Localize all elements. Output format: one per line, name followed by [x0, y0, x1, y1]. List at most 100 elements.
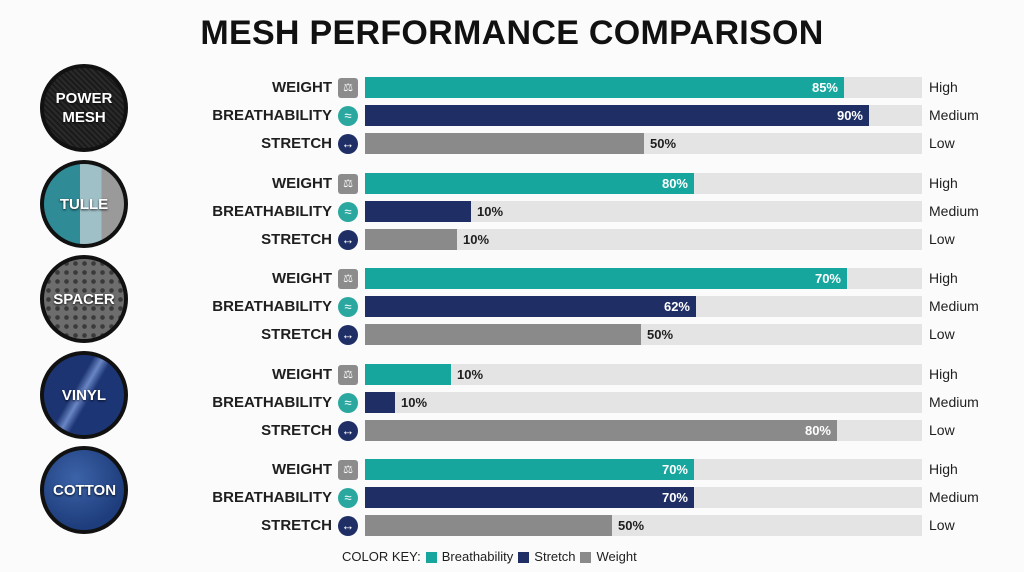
wind-icon: ≈	[338, 201, 358, 222]
wind-icon: ≈	[338, 487, 358, 508]
metric-label: STRETCH	[261, 422, 332, 439]
metric-label: STRETCH	[261, 517, 332, 534]
bar-stretch	[365, 515, 612, 536]
bar-stretch	[365, 324, 641, 345]
metric-label: WEIGHT	[272, 175, 332, 192]
wind-icon: ≈	[338, 296, 358, 317]
bar-breathability	[365, 296, 696, 317]
bar-weight	[365, 173, 694, 194]
level-label: Medium	[929, 298, 979, 314]
legend-swatch-weight	[580, 551, 592, 563]
level-label: Low	[929, 326, 955, 342]
scale-icon: ⚖	[338, 173, 358, 194]
bar-track: 70%	[365, 487, 922, 508]
bar-breathability	[365, 105, 869, 126]
bar-value-label: 10%	[463, 232, 490, 247]
bar-track: 70%	[365, 459, 922, 480]
bar-breathability	[365, 201, 471, 222]
material-name: POWER MESH	[55, 90, 113, 126]
chart-title: MESH PERFORMANCE COMPARISON	[200, 14, 824, 52]
bar-track: 50%	[365, 133, 922, 154]
bar-track: 62%	[365, 296, 922, 317]
metric-label: WEIGHT	[272, 270, 332, 287]
bar-value-label: 70%	[661, 490, 688, 505]
level-label: Medium	[929, 394, 979, 410]
wind-icon: ≈	[338, 392, 358, 413]
scale-icon: ⚖	[338, 459, 358, 480]
bar-value-label: 70%	[814, 271, 841, 286]
bar-track: 80%	[365, 173, 922, 194]
bar-weight	[365, 364, 451, 385]
bar-breathability	[365, 392, 395, 413]
material-swatch-tulle: TULLE	[40, 160, 128, 248]
material-swatch-spacer: SPACER	[40, 255, 128, 343]
bar-track: 70%	[365, 268, 922, 289]
metric-label: BREATHABILITY	[212, 394, 332, 411]
material-name: COTTON	[53, 481, 117, 499]
metric-label: WEIGHT	[272, 366, 332, 383]
level-label: Low	[929, 231, 955, 247]
arrows-horizontal-icon: ↔	[338, 324, 358, 345]
level-label: Medium	[929, 489, 979, 505]
level-label: High	[929, 270, 958, 286]
metric-label: STRETCH	[261, 231, 332, 248]
bar-value-label: 85%	[811, 80, 838, 95]
metric-label: BREATHABILITY	[212, 298, 332, 315]
bar-track: 80%	[365, 420, 922, 441]
level-label: Medium	[929, 203, 979, 219]
legend-swatch-stretch	[518, 551, 530, 563]
material-swatch-power-mesh: POWER MESH	[40, 64, 128, 152]
level-label: High	[929, 79, 958, 95]
arrows-horizontal-icon: ↔	[338, 420, 358, 441]
bar-value-label: 80%	[804, 423, 831, 438]
bar-value-label: 10%	[477, 204, 504, 219]
bar-weight	[365, 268, 847, 289]
arrows-horizontal-icon: ↔	[338, 133, 358, 154]
bar-stretch	[365, 229, 457, 250]
level-label: Low	[929, 517, 955, 533]
bar-value-label: 50%	[618, 518, 645, 533]
bar-value-label: 90%	[836, 108, 863, 123]
legend-label-stretch: Stretch	[534, 549, 576, 564]
material-swatch-cotton: COTTON	[40, 446, 128, 534]
bar-track: 10%	[365, 229, 922, 250]
metric-label: WEIGHT	[272, 461, 332, 478]
arrows-horizontal-icon: ↔	[338, 229, 358, 250]
wind-icon: ≈	[338, 105, 358, 126]
bar-track: 10%	[365, 392, 922, 413]
material-name: VINYL	[61, 386, 107, 404]
bar-stretch	[365, 420, 837, 441]
level-label: High	[929, 461, 958, 477]
bar-breathability	[365, 487, 694, 508]
bar-track: 85%	[365, 77, 922, 98]
bar-value-label: 10%	[457, 367, 484, 382]
bar-track: 50%	[365, 324, 922, 345]
bar-track: 50%	[365, 515, 922, 536]
metric-label: WEIGHT	[272, 79, 332, 96]
bar-value-label: 10%	[401, 395, 428, 410]
arrows-horizontal-icon: ↔	[338, 515, 358, 536]
legend: COLOR KEY: Breathability Stretch Weight	[342, 548, 637, 566]
level-label: Low	[929, 135, 955, 151]
material-name: SPACER	[53, 290, 115, 308]
metric-label: BREATHABILITY	[212, 107, 332, 124]
legend-label-breathability: Breathability	[441, 549, 514, 564]
legend-title: COLOR KEY:	[342, 549, 421, 564]
bar-track: 10%	[365, 364, 922, 385]
bar-value-label: 80%	[661, 176, 688, 191]
metric-label: BREATHABILITY	[212, 203, 332, 220]
bar-stretch	[365, 133, 644, 154]
bar-value-label: 50%	[650, 136, 677, 151]
scale-icon: ⚖	[338, 364, 358, 385]
metric-label: STRETCH	[261, 326, 332, 343]
level-label: Medium	[929, 107, 979, 123]
metric-label: BREATHABILITY	[212, 489, 332, 506]
bar-weight	[365, 77, 844, 98]
scale-icon: ⚖	[338, 268, 358, 289]
level-label: High	[929, 366, 958, 382]
bar-value-label: 70%	[661, 462, 688, 477]
bar-track: 10%	[365, 201, 922, 222]
material-name: TULLE	[59, 195, 109, 213]
legend-label-weight: Weight	[596, 549, 637, 564]
scale-icon: ⚖	[338, 77, 358, 98]
